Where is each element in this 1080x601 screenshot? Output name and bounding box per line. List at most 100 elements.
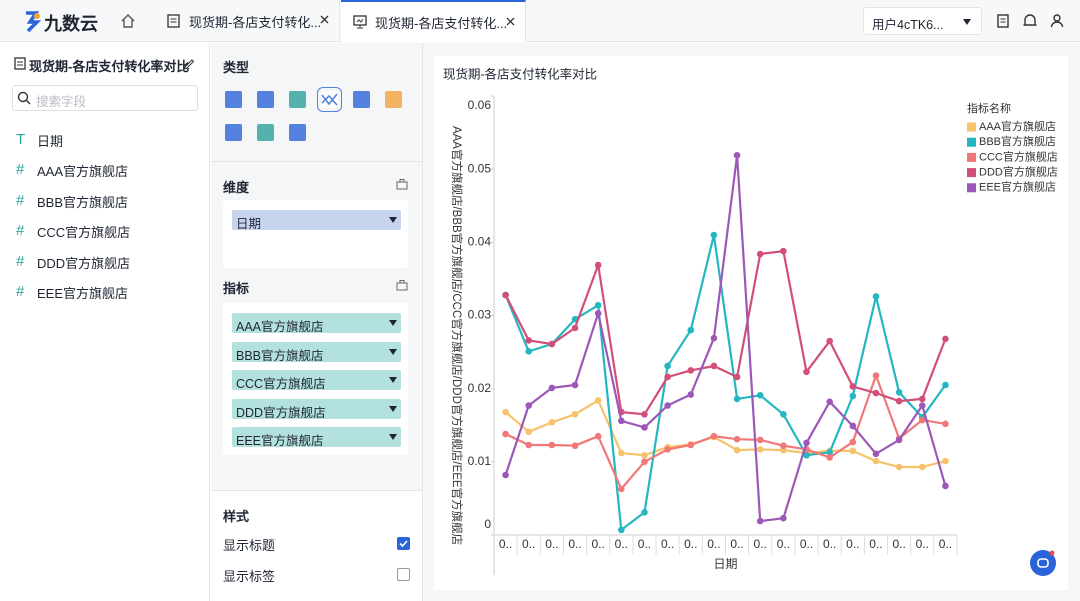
data-point[interactable] <box>525 441 533 449</box>
data-point[interactable] <box>780 442 787 450</box>
field-name[interactable]: 日期 <box>37 134 64 149</box>
data-point[interactable] <box>594 310 602 317</box>
data-point[interactable] <box>826 337 833 345</box>
data-point[interactable] <box>733 435 741 443</box>
data-point[interactable] <box>872 293 880 300</box>
data-point[interactable] <box>641 451 648 459</box>
legend-swatch[interactable] <box>967 152 976 162</box>
chart-type-icon[interactable] <box>385 91 402 108</box>
data-point[interactable] <box>780 410 787 418</box>
field-name[interactable]: EEE官方旗舰店 <box>37 286 129 301</box>
data-point[interactable] <box>502 291 509 299</box>
data-point[interactable] <box>780 514 787 522</box>
data-point[interactable] <box>525 348 533 355</box>
data-point[interactable] <box>895 463 903 471</box>
data-point[interactable] <box>710 432 718 440</box>
legend-label[interactable]: CCC官方旗舰店 <box>979 149 1058 163</box>
home-icon[interactable] <box>120 13 136 29</box>
field-name[interactable]: AAA官方旗舰店 <box>37 164 129 180</box>
data-point[interactable] <box>641 509 648 516</box>
data-point[interactable] <box>618 485 625 493</box>
data-point[interactable] <box>502 471 509 479</box>
toolbar-icons[interactable] <box>996 13 1072 29</box>
data-point[interactable] <box>756 391 764 399</box>
data-point[interactable] <box>525 337 533 344</box>
data-point[interactable] <box>733 151 741 159</box>
data-point[interactable] <box>548 340 556 348</box>
data-point[interactable] <box>594 432 602 440</box>
data-point[interactable] <box>548 384 556 392</box>
data-point[interactable] <box>826 449 833 456</box>
chart-type-icon[interactable] <box>353 91 370 108</box>
close-icon[interactable] <box>320 15 329 24</box>
data-point[interactable] <box>826 454 833 461</box>
legend-swatch[interactable] <box>967 168 976 178</box>
data-point[interactable] <box>502 408 509 416</box>
data-point[interactable] <box>895 389 903 396</box>
checkbox[interactable] <box>397 568 410 581</box>
data-point[interactable] <box>826 398 833 406</box>
data-point[interactable] <box>618 526 625 534</box>
data-point[interactable] <box>525 402 533 409</box>
data-point[interactable] <box>571 410 579 418</box>
chart-type-icon[interactable] <box>257 124 274 141</box>
legend-label[interactable]: DDD官方旗舰店 <box>979 165 1058 179</box>
metric-pill[interactable]: EEE官方旗舰店 <box>232 427 401 448</box>
data-point[interactable] <box>548 441 556 449</box>
chart-type-icon[interactable] <box>225 91 242 108</box>
data-point[interactable] <box>594 261 602 269</box>
user-select[interactable]: 用户4cTK6... <box>863 7 982 35</box>
data-point[interactable] <box>733 395 741 403</box>
data-point[interactable] <box>849 438 857 446</box>
data-point[interactable] <box>756 250 764 258</box>
dimension-pill[interactable]: 日期 <box>232 210 401 231</box>
metric-pill[interactable]: BBB官方旗舰店 <box>232 341 401 363</box>
data-point[interactable] <box>618 417 625 425</box>
data-point[interactable] <box>780 247 787 255</box>
legend-label[interactable]: AAA官方旗舰店 <box>979 119 1056 133</box>
data-point[interactable] <box>803 368 810 376</box>
data-point[interactable] <box>872 372 880 379</box>
data-point[interactable] <box>594 397 602 404</box>
data-point[interactable] <box>571 381 579 389</box>
data-point[interactable] <box>918 463 926 471</box>
data-point[interactable] <box>849 422 857 430</box>
data-point[interactable] <box>918 402 926 409</box>
data-point[interactable] <box>849 447 857 455</box>
data-point[interactable] <box>571 324 579 332</box>
data-point[interactable] <box>733 373 741 381</box>
help-button[interactable] <box>1030 550 1056 576</box>
close-icon[interactable] <box>506 17 515 26</box>
data-point[interactable] <box>872 457 880 465</box>
data-point[interactable] <box>895 397 903 405</box>
field-name[interactable]: CCC官方旗舰店 <box>37 225 131 241</box>
legend-label[interactable]: BBB官方旗舰店 <box>979 134 1056 148</box>
data-point[interactable] <box>664 446 671 453</box>
chart-type-icon[interactable] <box>257 91 274 108</box>
data-point[interactable] <box>849 392 857 400</box>
checkbox[interactable] <box>397 537 410 550</box>
data-point[interactable] <box>618 449 625 457</box>
data-point[interactable] <box>849 383 857 390</box>
data-point[interactable] <box>803 451 810 459</box>
chart-type-icon[interactable] <box>289 124 306 141</box>
data-point[interactable] <box>641 424 648 431</box>
tab-active[interactable]: 现货期-各店支付转化... <box>341 0 526 42</box>
data-point[interactable] <box>872 450 880 458</box>
chart-type-icon[interactable] <box>289 91 306 108</box>
field-name[interactable]: BBB官方旗舰店 <box>37 194 129 210</box>
clear-icon[interactable] <box>396 279 408 291</box>
data-point[interactable] <box>502 430 509 438</box>
data-point[interactable] <box>641 410 648 418</box>
chart-type-icon[interactable] <box>225 124 242 141</box>
data-point[interactable] <box>687 391 695 398</box>
data-point[interactable] <box>803 439 810 447</box>
data-point[interactable] <box>756 436 764 444</box>
metric-pill[interactable]: CCC官方旗舰店 <box>232 370 401 391</box>
data-point[interactable] <box>733 446 741 454</box>
legend-swatch[interactable] <box>967 122 976 132</box>
data-point[interactable] <box>872 389 880 397</box>
search-box[interactable]: 搜索字段 <box>12 85 198 111</box>
data-point[interactable] <box>942 457 949 465</box>
data-point[interactable] <box>641 458 648 466</box>
